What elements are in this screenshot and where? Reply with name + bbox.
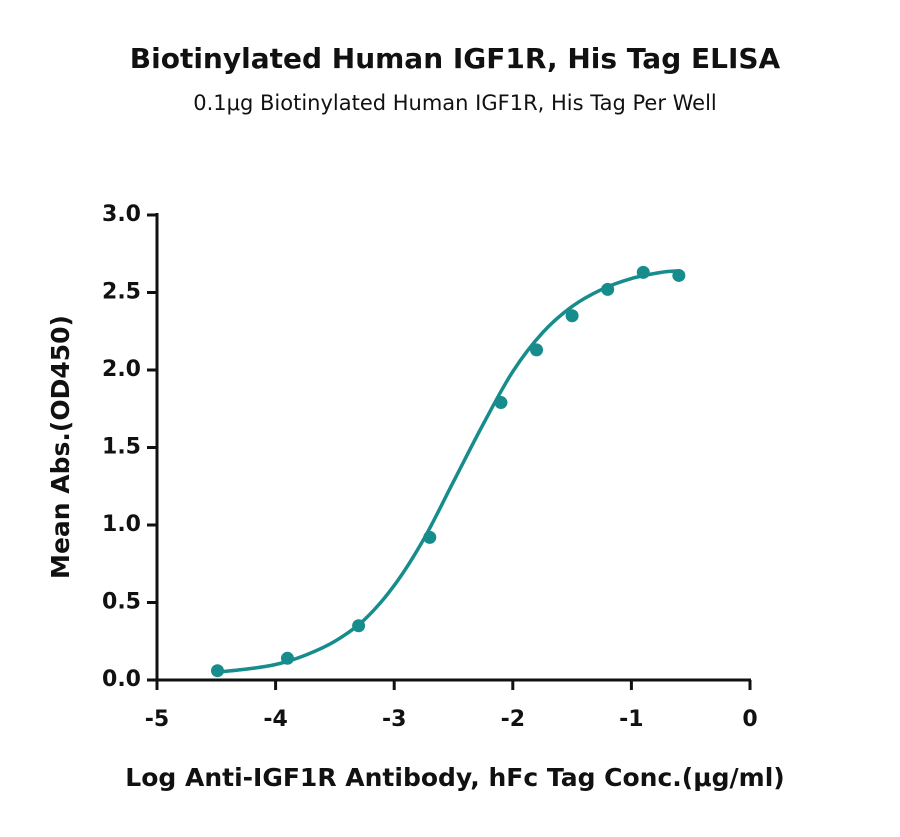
y-tick-label: 0.5: [102, 590, 141, 615]
x-tick-label: -2: [501, 707, 525, 732]
x-tick-label: -4: [263, 707, 287, 732]
fit-curve: [216, 269, 679, 674]
data-point: [672, 268, 686, 282]
data-point: [636, 265, 650, 279]
data-point: [352, 619, 366, 633]
data-point: [530, 343, 544, 357]
x-tick-label: -1: [619, 707, 643, 732]
y-tick-label: 1.5: [102, 435, 141, 460]
y-tick-label: 2.0: [102, 357, 141, 382]
y-tick-label: 0.0: [102, 667, 141, 692]
chart-title: Biotinylated Human IGF1R, His Tag ELISA: [130, 42, 781, 75]
data-point: [565, 309, 579, 323]
data-point: [423, 530, 437, 544]
y-axis-title: Mean Abs.(OD450): [46, 315, 75, 579]
y-tick-label: 1.0: [102, 512, 141, 537]
y-tick-label: 2.5: [102, 280, 141, 305]
x-tick-label: 0: [742, 707, 757, 732]
x-axis-title: Log Anti-IGF1R Antibody, hFc Tag Conc.(μ…: [125, 763, 784, 792]
chart-subtitle: 0.1μg Biotinylated Human IGF1R, His Tag …: [193, 91, 717, 115]
data-point: [210, 664, 224, 678]
data-point: [601, 282, 615, 296]
y-tick-label: 3.0: [102, 202, 141, 227]
x-tick-label: -5: [145, 707, 169, 732]
data-point: [280, 651, 294, 665]
x-tick-label: -3: [382, 707, 406, 732]
data-point: [494, 396, 508, 410]
